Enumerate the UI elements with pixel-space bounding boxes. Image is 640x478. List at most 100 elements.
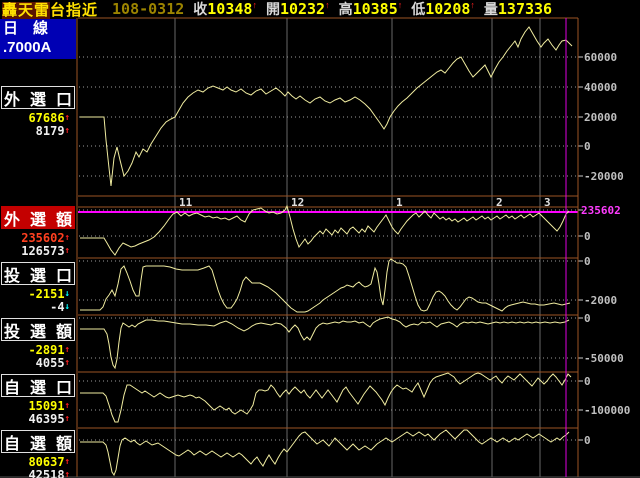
quote-高: 高 10385 ↑: [339, 0, 403, 19]
series-dealer-amt: [80, 429, 570, 477]
app-title: 轟天雷台指近: [2, 0, 98, 20]
up-arrow-icon: ↑: [64, 414, 70, 424]
sidebar-value-trust-oi-1: -4↓: [0, 301, 70, 315]
title-bar: 轟天雷台指近 108-0312 收 10348 ↑ 開 10232 ↑ 高 10385 ↑ 低 10…: [0, 0, 640, 20]
axis-label: 0: [584, 230, 591, 243]
sidebar-label-char: 投: [4, 323, 21, 341]
app-name: 轟天雷: [2, 1, 51, 19]
sidebar-value-trust-oi-0: -2151↓: [0, 288, 70, 302]
quote-value: 137336: [497, 0, 553, 18]
axis-label: 0: [584, 312, 591, 325]
month-label: 12: [291, 196, 305, 209]
up-arrow-icon: ↑: [64, 126, 70, 136]
sidebar-value-dealer-amt-0: 80637↑: [0, 456, 70, 470]
period-code: .7000A: [3, 39, 52, 56]
up-arrow-icon: ↑: [64, 246, 70, 256]
sidebar-value-trust-amt-0: -2891↑: [0, 344, 70, 358]
sidebar-item-dealer-amt[interactable]: 自選額: [1, 430, 75, 453]
axis-label: 0: [584, 434, 591, 447]
sidebar-label-char: 自: [4, 435, 21, 453]
sidebar-label-char: 額: [55, 323, 72, 341]
axis-label: 40000: [584, 81, 618, 94]
quote-value: 10208: [425, 0, 471, 18]
up-arrow-icon: ↑: [64, 470, 70, 478]
value-text: 15091: [28, 399, 65, 413]
axis-label: 60000: [584, 51, 618, 64]
up-arrow-icon: ↑: [64, 113, 70, 123]
series-foreign-amt: [80, 204, 570, 256]
sidebar-value-dealer-oi-1: 46395↑: [0, 413, 70, 427]
month-label: 11: [179, 196, 193, 209]
series-dealer-oi: [80, 372, 572, 423]
sidebar-label-char: 選: [29, 323, 46, 341]
sidebar-label-char: 外: [4, 211, 21, 229]
value-text: 46395: [28, 412, 65, 426]
quote-收: 收 10348 ↑: [193, 0, 257, 19]
down-arrow-icon: ↓: [64, 289, 70, 299]
axis-label: 20000: [584, 111, 618, 124]
axis-label: 0: [584, 375, 591, 388]
quote-value: 10232: [279, 0, 326, 18]
quote-低: 低 10208 ↑: [411, 0, 475, 19]
sidebar-item-trust-oi[interactable]: 投選口: [1, 262, 75, 285]
sidebar-label-char: 選: [29, 91, 46, 109]
quote-label: 開: [265, 1, 280, 17]
value-text: -4: [50, 300, 65, 314]
quote-量: 量 137336: [484, 0, 552, 19]
axis-label: -20000: [584, 170, 624, 183]
up-arrow-icon: ↑: [64, 401, 70, 411]
up-arrow-icon: ↑: [64, 233, 70, 243]
value-text: 8179: [35, 124, 65, 138]
sidebar-label-char: 口: [55, 91, 72, 109]
sidebar-label-char: 選: [29, 435, 46, 453]
axis-label: 0: [584, 255, 591, 268]
sidebar-value-foreign-amt-0: 235602↑: [0, 232, 70, 246]
sidebar-label-char: 口: [55, 267, 72, 285]
period-label: 日 線: [3, 20, 49, 37]
quote-fields: 收 10348 ↑ 開 10232 ↑ 高 10385 ↑ 低 10208 ↑ 量 137336: [184, 0, 552, 19]
sidebar-item-foreign-oi[interactable]: 外選口: [1, 86, 75, 109]
sidebar-value-dealer-oi-0: 15091↑: [0, 400, 70, 414]
month-label: 3: [544, 196, 551, 209]
quote-label: 量: [483, 1, 498, 17]
up-arrow-icon: ↑: [397, 0, 403, 10]
axis-label: -50000: [584, 352, 624, 365]
sidebar-value-foreign-oi-1: 8179↑: [0, 125, 70, 139]
sidebar-label-char: 口: [55, 379, 72, 397]
quote-label: 收: [193, 1, 208, 17]
value-text: -2891: [28, 343, 65, 357]
value-text: -2151: [28, 287, 65, 301]
month-label: 2: [496, 196, 503, 209]
sidebar-item-trust-amt[interactable]: 投選額: [1, 318, 75, 341]
quote-value: 10385: [352, 0, 398, 18]
series-trust-amt: [80, 316, 570, 370]
period-selector[interactable]: 日 線 .7000A: [0, 19, 76, 59]
sidebar-label-char: 外: [4, 91, 21, 109]
contract-date: 108-0312: [112, 0, 185, 18]
sidebar-value-trust-amt-1: 4055↑: [0, 357, 70, 371]
value-text: 126573: [21, 244, 65, 258]
value-text: 235602: [21, 231, 65, 245]
quote-value: 10348: [207, 0, 253, 18]
quote-label: 低: [411, 1, 426, 17]
sidebar-label-char: 自: [4, 379, 21, 397]
series-trust-oi: [80, 258, 571, 313]
value-text: 80637: [28, 455, 65, 469]
sidebar-label-char: 額: [55, 211, 72, 229]
value-text: 4055: [35, 356, 65, 370]
up-arrow-icon: ↑: [64, 358, 70, 368]
sidebar-label-char: 選: [29, 267, 46, 285]
symbol-name: 台指近: [50, 1, 99, 19]
sidebar-label-char: 投: [4, 267, 21, 285]
sidebar-label-char: 選: [29, 211, 46, 229]
sidebar-item-dealer-oi[interactable]: 自選口: [1, 374, 75, 397]
sidebar-value-foreign-oi-0: 67686↑: [0, 112, 70, 126]
value-text: 67686: [28, 111, 65, 125]
value-text: 42518: [28, 468, 65, 478]
up-arrow-icon: ↑: [64, 457, 70, 467]
axis-label: 235602: [581, 204, 621, 217]
sidebar-item-foreign-amt[interactable]: 外選額: [1, 206, 75, 229]
sidebar-value-dealer-amt-1: 42518↑: [0, 469, 70, 478]
